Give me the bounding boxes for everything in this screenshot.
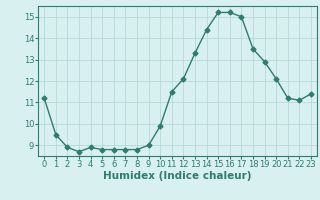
X-axis label: Humidex (Indice chaleur): Humidex (Indice chaleur) (103, 171, 252, 181)
